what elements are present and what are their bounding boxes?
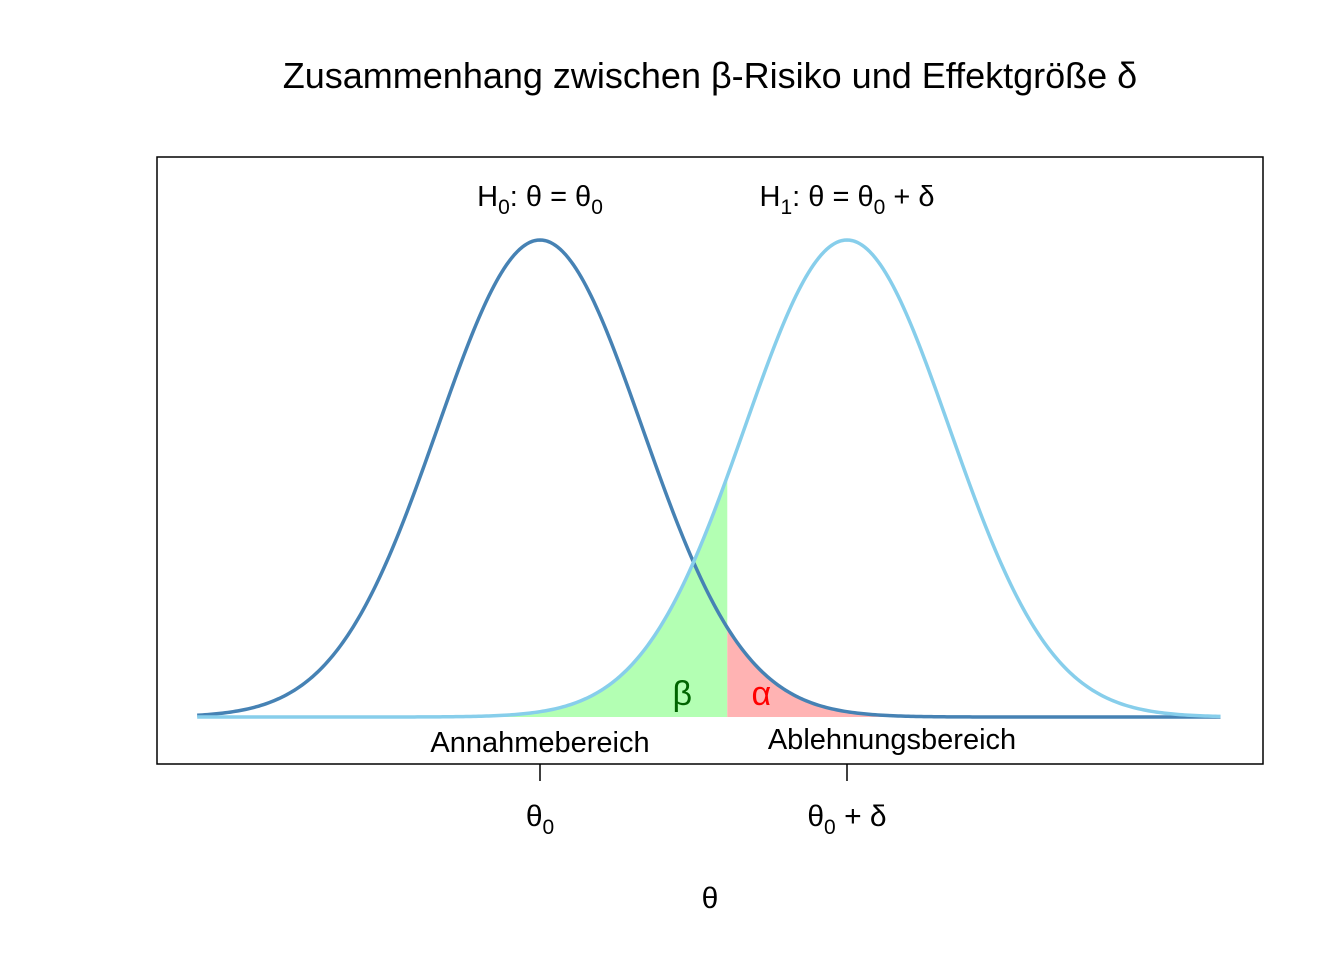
h1-label: H1: θ = θ0 + δ <box>760 181 935 219</box>
x-tick-label: θ0 <box>526 800 554 839</box>
x-tick-label: θ0 + δ <box>807 800 886 839</box>
x-axis-label: θ <box>702 882 719 915</box>
beta-symbol: β <box>672 675 692 713</box>
acceptance-region-label: Annahmebereich <box>430 727 649 759</box>
alpha-region <box>727 627 1221 717</box>
shaded-regions <box>197 476 1221 717</box>
h0-label: H0: θ = θ0 <box>477 181 603 219</box>
alpha-symbol: α <box>751 675 771 713</box>
beta-region <box>197 476 728 717</box>
chart-title: Zusammenhang zwischen β-Risiko und Effek… <box>283 55 1137 96</box>
rejection-region-label: Ablehnungsbereich <box>768 724 1016 756</box>
h0-density-curve <box>197 238 1221 719</box>
plot-frame <box>156 156 1264 765</box>
h1-density-curve <box>197 238 1221 719</box>
x-axis: θ0 θ0 + δ <box>526 764 887 839</box>
